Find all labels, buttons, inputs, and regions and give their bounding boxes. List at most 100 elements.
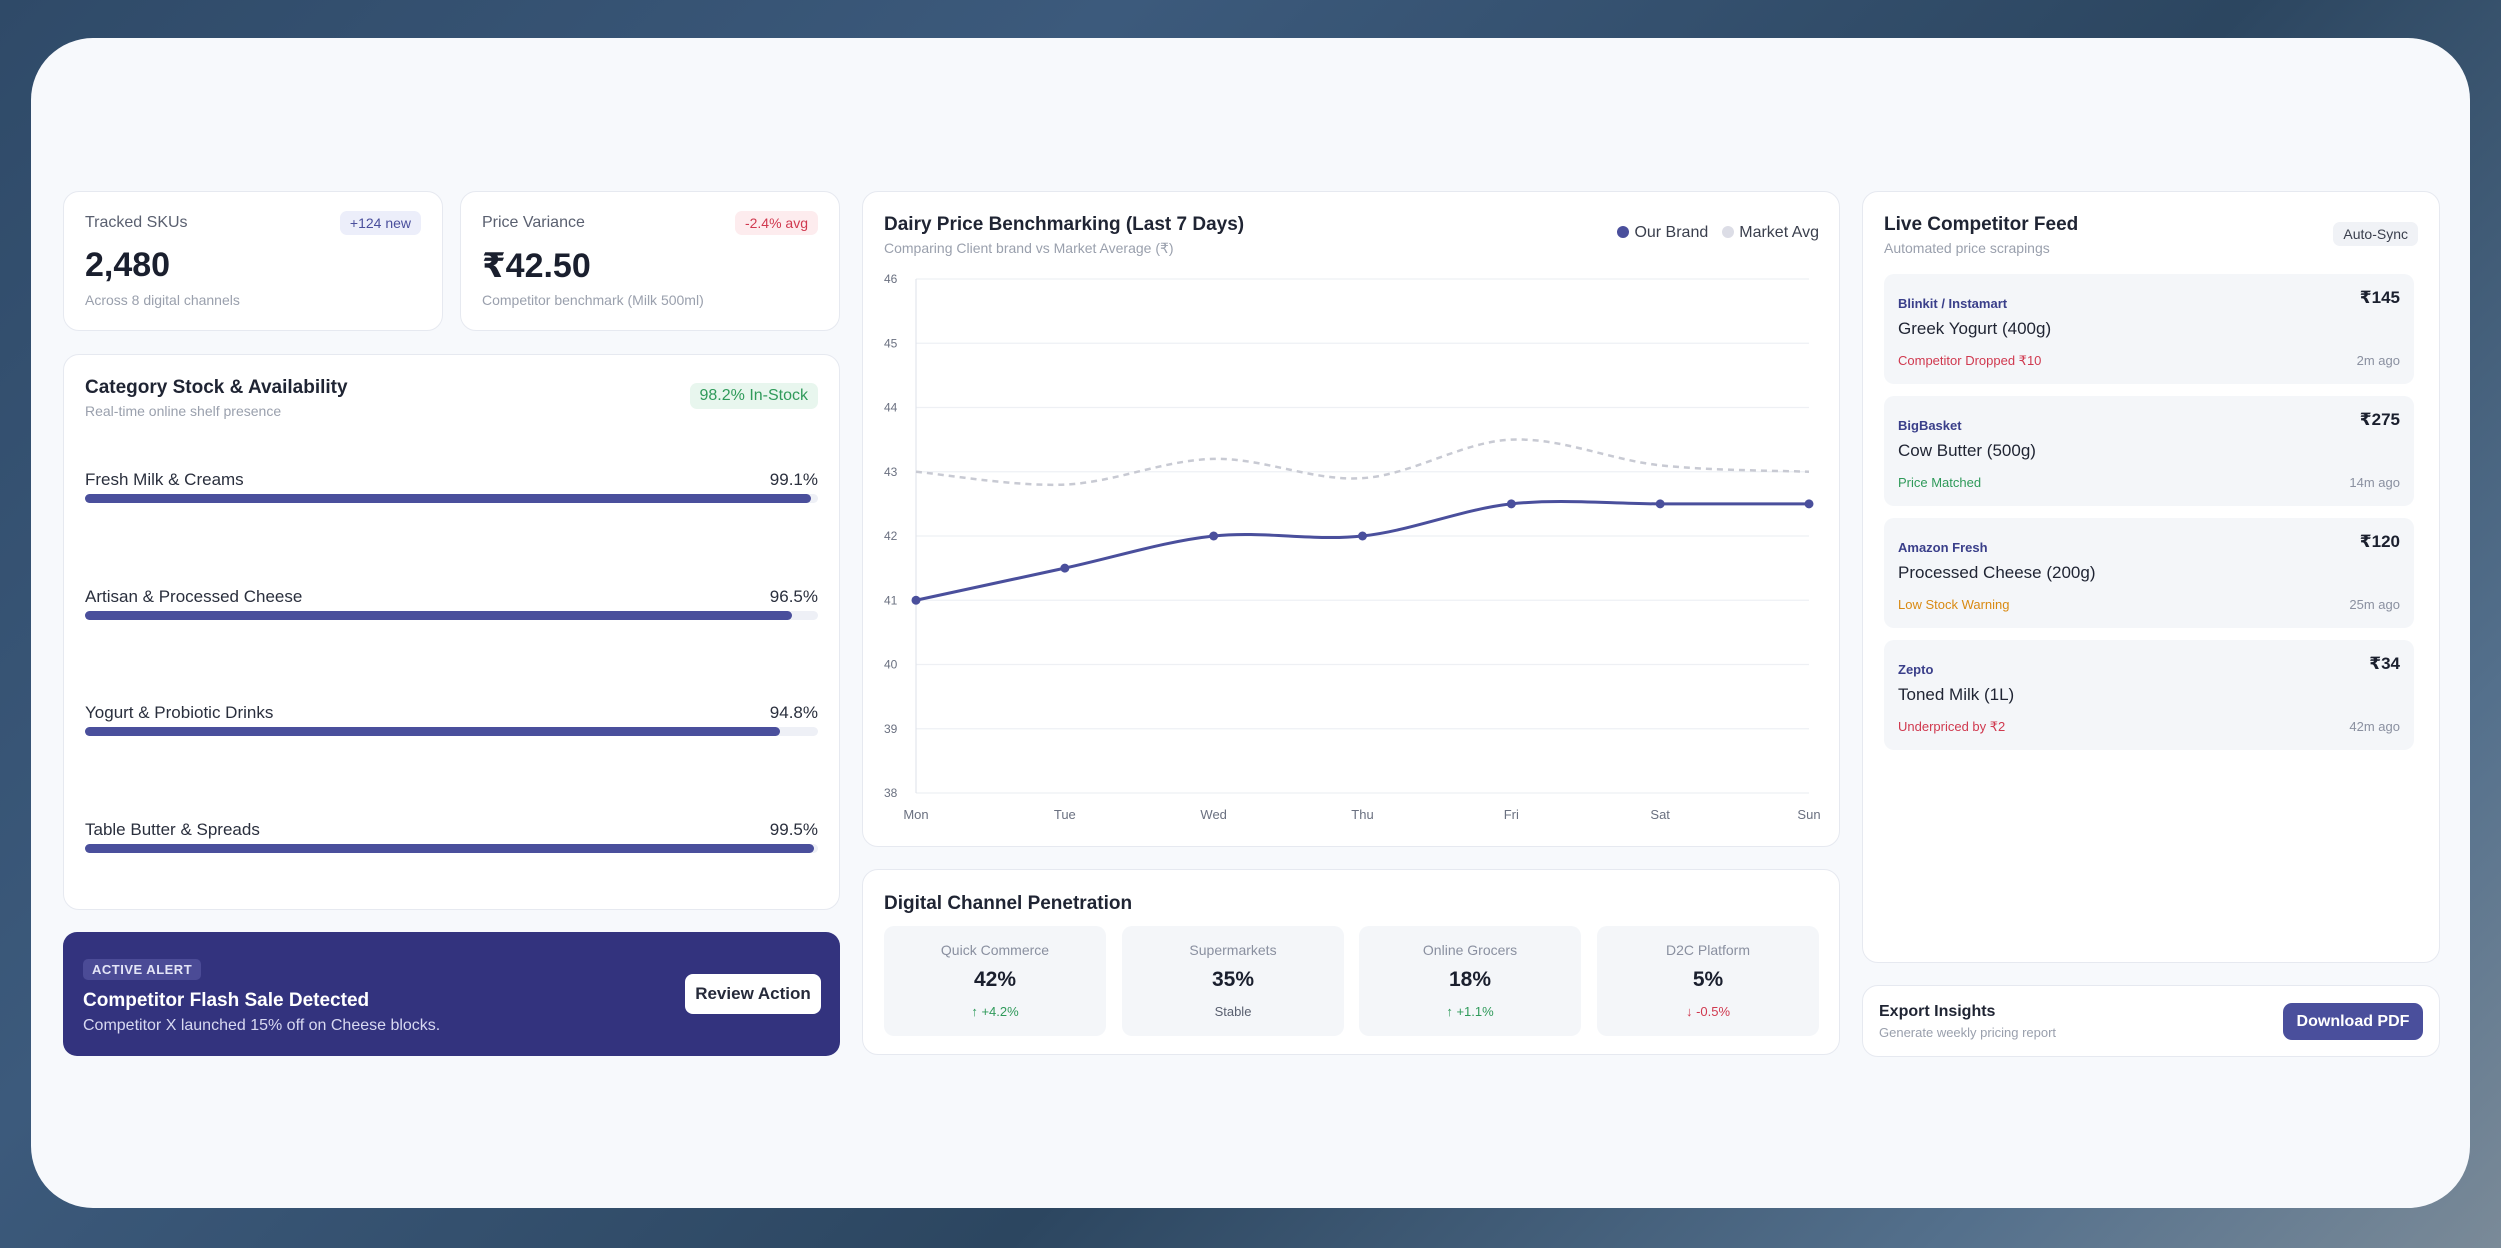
feed-status: Price Matched — [1898, 475, 1982, 490]
channel-penetration-card: Digital Channel Penetration Quick Commer… — [862, 869, 1840, 1055]
channel-card: Online Grocers 18% ↑ +1.1% — [1359, 926, 1581, 1036]
feed-product: Cow Butter (500g) — [1898, 441, 2036, 460]
price-variance-value: ₹42.50 — [482, 247, 591, 285]
feed-time: 42m ago — [2349, 719, 2400, 734]
price-chart-card: Dairy Price Benchmarking (Last 7 Days) C… — [862, 191, 1840, 847]
chart-legend: Our Brand Market Avg — [1617, 224, 1819, 242]
x-tick-label: Wed — [1200, 807, 1227, 822]
series-line-our-brand — [915, 500, 1809, 602]
tracked-skus-card: Tracked SKUs +124 new 2,480 Across 8 dig… — [63, 191, 443, 331]
tracked-skus-label: Tracked SKUs — [85, 214, 188, 231]
feed-source: Blinkit / Instamart — [1898, 296, 2008, 311]
feed-item[interactable]: BigBasket Cow Butter (500g) Price Matche… — [1884, 396, 2414, 506]
progress-fill — [85, 844, 815, 853]
feed-time: 14m ago — [2349, 475, 2400, 490]
category-value: 99.5% — [769, 820, 818, 839]
channel-value: 18% — [1448, 968, 1492, 991]
channel-value: 5% — [1692, 968, 1724, 991]
tracked-skus-sub: Across 8 digital channels — [85, 292, 240, 308]
legend-item-our-brand: Our Brand — [1617, 224, 1708, 242]
category-label: Fresh Milk & Creams — [85, 470, 244, 489]
feed-item[interactable]: Zepto Toned Milk (1L) Underpriced by ₹2 … — [1884, 640, 2414, 750]
chart-subtitle: Comparing Client brand vs Market Average… — [884, 240, 1174, 256]
legend-label: Our Brand — [1634, 224, 1709, 241]
category-value: 94.8% — [769, 703, 818, 722]
price-variance-card: Price Variance -2.4% avg ₹42.50 Competit… — [460, 191, 840, 331]
legend-item-market-avg: Market Avg — [1722, 224, 1819, 242]
alert-message: Competitor X launched 15% off on Cheese … — [83, 1017, 441, 1034]
download-pdf-button[interactable]: Download PDF — [2283, 1003, 2423, 1040]
x-tick-label: Tue — [1054, 807, 1076, 822]
channel-title: Digital Channel Penetration — [884, 893, 1133, 914]
export-card: Export Insights Generate weekly pricing … — [1862, 985, 2440, 1057]
legend-swatch — [1617, 226, 1630, 238]
channel-name: Online Grocers — [1422, 942, 1518, 958]
data-point-our-brand — [1804, 499, 1814, 509]
channel-name: D2C Platform — [1665, 942, 1751, 958]
export-subtitle: Generate weekly pricing report — [1879, 1025, 2057, 1040]
feed-price: ₹145 — [2359, 288, 2400, 307]
category-row: Artisan & Processed Cheese 96.5% — [85, 587, 818, 627]
channel-name: Supermarkets — [1189, 942, 1277, 958]
category-label: Yogurt & Probiotic Drinks — [85, 703, 274, 722]
y-tick-label: 38 — [884, 786, 898, 800]
feed-price: ₹34 — [2369, 654, 2400, 673]
progress-track — [85, 494, 818, 503]
feed-price: ₹120 — [2359, 532, 2400, 551]
y-tick-label: 44 — [884, 401, 898, 415]
tracked-skus-value: 2,480 — [85, 246, 171, 284]
feed-status: Competitor Dropped ₹10 — [1898, 353, 2042, 368]
channel-name: Quick Commerce — [940, 942, 1050, 958]
data-point-our-brand — [1060, 563, 1070, 573]
progress-track — [85, 844, 818, 853]
feed-time: 2m ago — [2356, 353, 2400, 368]
category-stock-card: Category Stock & Availability Real-time … — [63, 354, 840, 910]
export-title: Export Insights — [1879, 1003, 1996, 1020]
review-action-button[interactable]: Review Action — [685, 974, 821, 1014]
feed-item[interactable]: Amazon Fresh Processed Cheese (200g) Low… — [1884, 518, 2414, 628]
new-skus-badge: +124 new — [339, 211, 421, 235]
y-tick-label: 39 — [884, 722, 898, 736]
data-point-our-brand — [1655, 499, 1665, 509]
alert-tag: ACTIVE ALERT — [83, 959, 202, 980]
legend-swatch — [1722, 226, 1735, 238]
category-subtitle: Real-time online shelf presence — [85, 403, 282, 419]
category-row: Table Butter & Spreads 99.5% — [85, 820, 818, 860]
y-tick-label: 41 — [884, 593, 898, 607]
variance-badge: -2.4% avg — [734, 211, 818, 235]
category-row: Yogurt & Probiotic Drinks 94.8% — [85, 703, 818, 743]
price-variance-sub: Competitor benchmark (Milk 500ml) — [482, 292, 704, 308]
feed-price: ₹275 — [2359, 410, 2400, 429]
data-point-our-brand — [1358, 531, 1367, 541]
channel-card: Supermarkets 35% Stable — [1122, 926, 1344, 1036]
progress-fill — [85, 611, 793, 620]
feed-source: Zepto — [1898, 662, 1934, 677]
feed-status: Low Stock Warning — [1898, 597, 2010, 612]
channel-delta: ↑ +4.2% — [971, 1004, 1019, 1019]
data-point-our-brand — [1209, 531, 1219, 541]
channel-card: Quick Commerce 42% ↑ +4.2% — [884, 926, 1106, 1036]
progress-track — [85, 727, 818, 736]
feed-source: Amazon Fresh — [1898, 540, 1988, 555]
data-point-our-brand — [911, 595, 921, 605]
x-tick-label: Mon — [903, 807, 928, 822]
y-tick-label: 42 — [884, 529, 898, 543]
auto-sync-badge[interactable]: Auto-Sync — [2333, 222, 2418, 246]
feed-product: Greek Yogurt (400g) — [1898, 319, 2052, 338]
x-tick-label: Fri — [1504, 807, 1519, 822]
alert-banner: ACTIVE ALERT Competitor Flash Sale Detec… — [63, 932, 840, 1056]
channel-delta: Stable — [1214, 1004, 1252, 1019]
feed-status: Underpriced by ₹2 — [1898, 719, 2006, 734]
feed-product: Processed Cheese (200g) — [1898, 563, 2096, 582]
category-label: Table Butter & Spreads — [85, 820, 260, 839]
feed-item[interactable]: Blinkit / Instamart Greek Yogurt (400g) … — [1884, 274, 2414, 384]
series-line-market-avg — [915, 438, 1810, 487]
alert-title: Competitor Flash Sale Detected — [83, 990, 370, 1011]
feed-time: 25m ago — [2349, 597, 2400, 612]
category-value: 96.5% — [769, 587, 818, 606]
category-value: 99.1% — [769, 470, 818, 489]
line-chart: 46 45 44 43 42 41 40 39 38 Mon Tue Wed Thu Fri Sat Sun — [884, 272, 1821, 822]
feed-product: Toned Milk (1L) — [1898, 685, 2015, 704]
category-label: Artisan & Processed Cheese — [85, 587, 303, 606]
channel-delta: ↑ +1.1% — [1446, 1004, 1494, 1019]
